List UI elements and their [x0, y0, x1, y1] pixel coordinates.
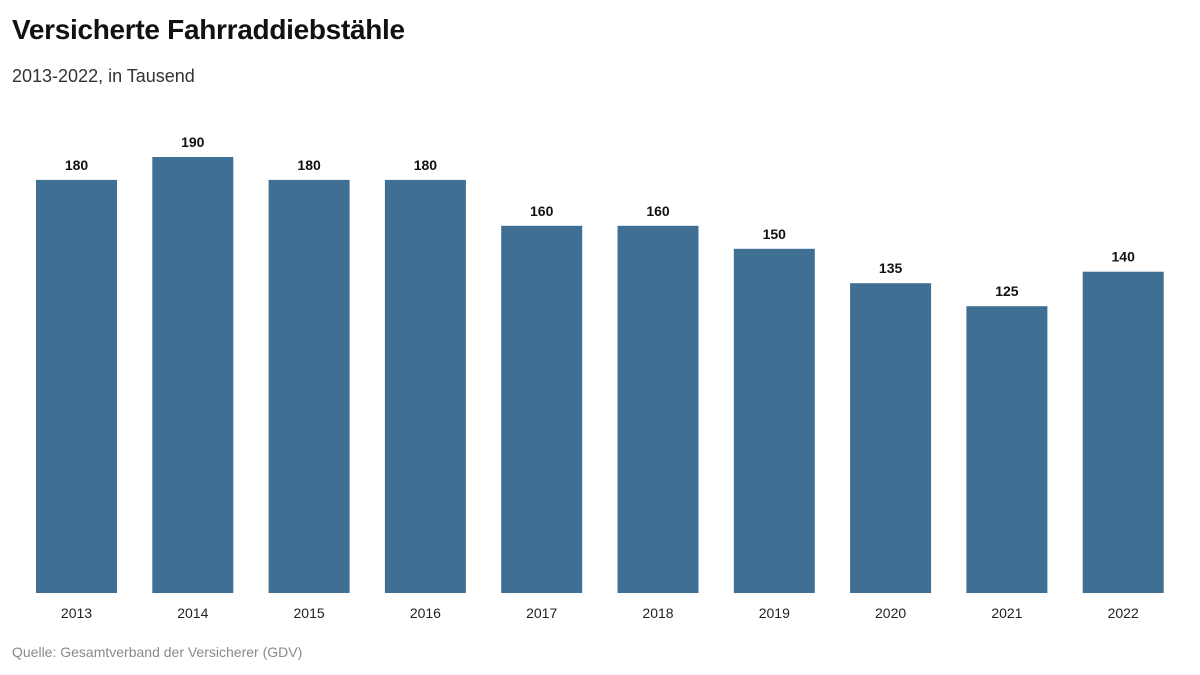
x-tick-label-2018: 2018	[642, 605, 673, 621]
value-label-2017: 160	[530, 203, 554, 219]
bar-2015	[268, 179, 350, 593]
source-note: Quelle: Gesamtverband der Versicherer (G…	[12, 644, 303, 660]
chart-subtitle: 2013-2022, in Tausend	[12, 66, 195, 86]
x-tick-label-2020: 2020	[875, 605, 906, 621]
bar-2016	[384, 179, 466, 593]
bar-2018	[617, 225, 699, 594]
x-tick-label-2015: 2015	[294, 605, 325, 621]
x-tick-label-2013: 2013	[61, 605, 92, 621]
value-label-2014: 190	[181, 134, 205, 150]
value-label-2021: 125	[995, 283, 1019, 299]
x-tick-label-2014: 2014	[177, 605, 208, 621]
bar-2017	[501, 225, 583, 594]
bar-2020	[850, 283, 932, 593]
x-tick-label-2019: 2019	[759, 605, 790, 621]
value-label-2022: 140	[1112, 249, 1136, 265]
bar-2014	[152, 157, 234, 593]
value-label-2015: 180	[297, 157, 321, 173]
value-label-2018: 160	[646, 203, 670, 219]
bar-2021	[966, 306, 1048, 593]
x-tick-labels-group: 2013 2014 2015 2016 2017 2018 2019 2020 2021 2022	[61, 605, 1139, 621]
value-label-2019: 150	[763, 226, 787, 242]
bars-group	[36, 157, 1164, 594]
value-label-2016: 180	[414, 157, 438, 173]
bar-2022	[1082, 271, 1164, 593]
bar-2019	[733, 248, 815, 594]
value-label-2013: 180	[65, 157, 89, 173]
x-tick-label-2017: 2017	[526, 605, 557, 621]
value-labels-group: 180 190 180 180 160 160 150 135 125 140	[65, 134, 1135, 299]
x-tick-label-2021: 2021	[991, 605, 1022, 621]
x-tick-label-2022: 2022	[1108, 605, 1139, 621]
x-tick-label-2016: 2016	[410, 605, 441, 621]
chart-title: Versicherte Fahrraddiebstähle	[12, 14, 405, 45]
bar-2013	[36, 179, 117, 593]
value-label-2020: 135	[879, 260, 903, 276]
